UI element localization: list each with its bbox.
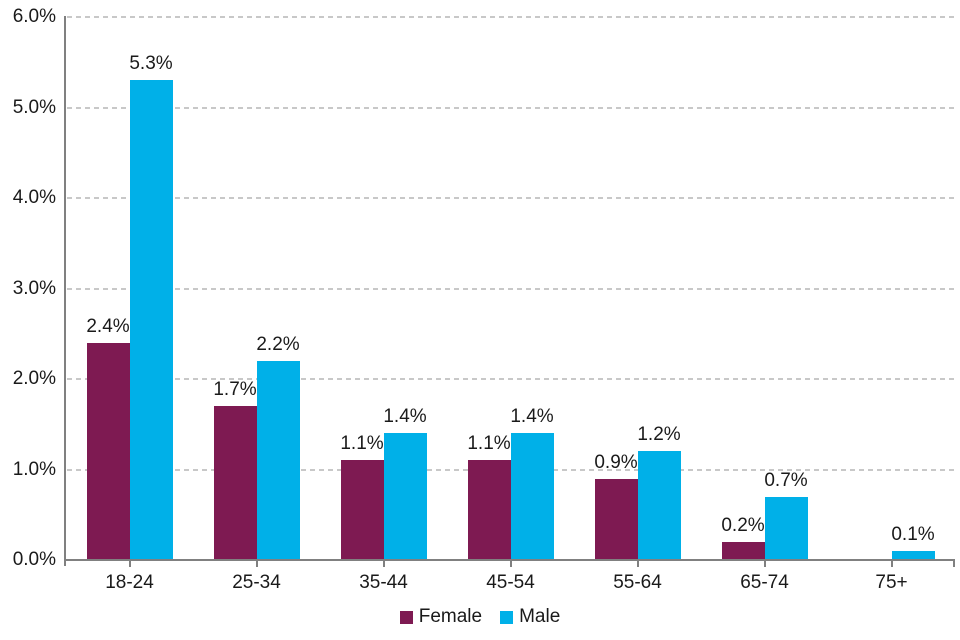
y-axis-line: [64, 16, 66, 566]
x-axis-tick-label: 65-74: [740, 572, 789, 593]
gridline: [67, 287, 955, 290]
bar-male: [764, 496, 808, 560]
legend-swatch-female: [399, 610, 413, 624]
bar-male: [637, 451, 681, 560]
data-label-male: 0.7%: [764, 469, 808, 491]
x-axis-tick: [509, 561, 512, 567]
data-label-female: 1.1%: [467, 433, 511, 455]
legend: Female Male: [0, 602, 960, 632]
bar-male: [256, 360, 300, 560]
data-label-female: 1.1%: [340, 433, 384, 455]
bar-female: [594, 478, 638, 560]
bar-female: [721, 541, 765, 560]
x-axis-tick: [382, 561, 385, 567]
x-axis-tick-label: 25-34: [232, 572, 281, 593]
y-axis-tick-label: 3.0%: [12, 277, 56, 299]
bar-female: [340, 460, 384, 560]
data-label-male: 0.1%: [891, 523, 935, 545]
x-axis-tick: [763, 561, 766, 567]
y-axis-tick-label: 5.0%: [12, 96, 56, 118]
y-axis-tick-label: 2.0%: [12, 368, 56, 389]
data-label-female: 2.4%: [86, 315, 130, 337]
x-axis-tick: [128, 561, 131, 567]
x-axis-tick: [255, 561, 258, 567]
data-label-female: 0.2%: [721, 514, 765, 536]
y-axis-tick-label: 4.0%: [12, 187, 56, 208]
data-label-female: 1.7%: [213, 379, 257, 401]
legend-item-female: Female: [399, 606, 483, 628]
data-label-male: 1.4%: [510, 406, 554, 428]
data-label-male: 2.2%: [256, 333, 300, 355]
bar-female: [213, 406, 257, 560]
x-axis-tick-label: 75+: [875, 572, 908, 593]
data-label-male: 5.3%: [129, 53, 173, 75]
legend-swatch-male: [500, 610, 514, 624]
data-label-male: 1.2%: [637, 424, 681, 446]
x-axis-tick-label: 55-64: [613, 572, 662, 593]
x-axis-end-tick: [953, 561, 955, 567]
x-axis-tick-label: 18-24: [105, 572, 154, 593]
y-axis-tick-label: 1.0%: [12, 458, 56, 480]
x-axis-tick: [636, 561, 639, 567]
gridline: [67, 197, 955, 199]
gridline: [67, 106, 955, 109]
legend-item-male: Male: [500, 606, 560, 628]
x-axis-tick-label: 45-54: [486, 572, 535, 593]
data-label-male: 1.4%: [383, 406, 427, 428]
bar-male: [383, 433, 427, 560]
legend-label: Female: [418, 606, 483, 627]
y-axis-tick-label: 0.0%: [12, 549, 56, 570]
legend-label: Male: [519, 606, 561, 627]
x-axis-tick: [890, 561, 893, 567]
bar-male: [129, 80, 173, 560]
gridline: [67, 16, 955, 18]
bar-male: [510, 433, 554, 560]
y-axis-tick-label: 6.0%: [12, 6, 56, 27]
bar-female: [467, 460, 511, 560]
gridline: [67, 378, 955, 380]
data-label-female: 0.9%: [594, 451, 638, 473]
x-axis-line: [64, 559, 955, 561]
bar-female: [86, 342, 130, 560]
x-axis-tick-label: 35-44: [359, 572, 408, 593]
bar-male: [891, 550, 935, 560]
